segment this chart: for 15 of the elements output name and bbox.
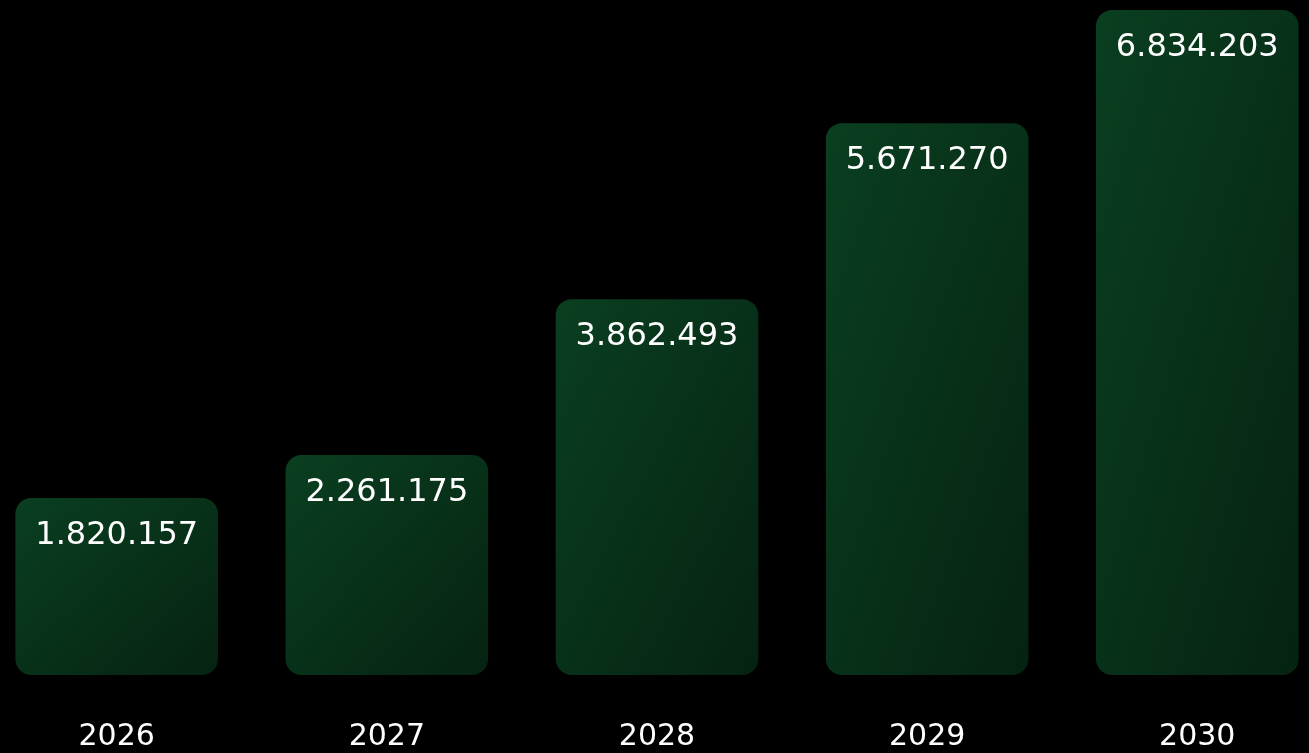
bar [1095,10,1299,675]
data-label: 1.820.157 [35,513,199,552]
bar [555,299,759,675]
data-label: 6.834.203 [1115,26,1279,64]
x-tick-label: 2026 [78,717,155,752]
bar [15,497,219,675]
bar [825,123,1029,675]
x-tick-label: 2030 [1159,717,1236,752]
data-label: 3.862.493 [575,315,739,354]
x-tick-label: 2028 [618,717,696,752]
data-label: 5.671.270 [845,139,1009,178]
x-tick-label: 2029 [888,717,966,752]
x-tick-label: 2027 [348,717,426,752]
bar [285,454,489,675]
data-label: 2.261.175 [305,470,469,509]
